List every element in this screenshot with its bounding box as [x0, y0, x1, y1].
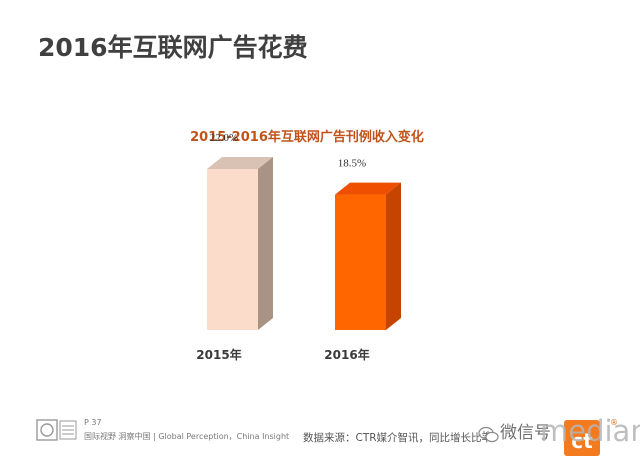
page-title: 2016年互联网广告花费: [38, 33, 308, 62]
chart-title: 2015-2016年互联网广告刊例收入变化: [190, 129, 424, 145]
data-label-2: 18.5%: [338, 158, 366, 170]
category-label-2: 2016年: [324, 347, 369, 362]
footer-tagline: 国际视野 洞察中国 | Global Perception，China Insi…: [84, 432, 290, 441]
category-label-1: 2015年: [196, 347, 241, 362]
bar-top-1: [207, 156, 273, 169]
registered-mark: ®: [610, 418, 618, 427]
bar-2: [335, 182, 401, 330]
wechat-label: 微信号: [500, 423, 551, 443]
wechat-icon: [478, 426, 500, 444]
certification-logos: [36, 418, 80, 444]
bar-side-2: [386, 182, 401, 330]
brand-logo-icon: ct: [560, 418, 604, 462]
data-source: 数据来源：CTR媒介智讯，同比增长比率: [303, 432, 493, 444]
source-overlay: [518, 427, 573, 445]
bar-1: [207, 156, 273, 330]
bar-top-2: [335, 182, 401, 195]
brand-wordmark: mediam: [540, 414, 640, 448]
page-number: P 37: [84, 418, 102, 427]
data-label-1: 22.0%: [210, 132, 238, 144]
svg-text:ct: ct: [571, 429, 593, 453]
bars-group: [207, 156, 401, 330]
labels-group: 22.0% 2015年 18.5% 2016年: [196, 132, 369, 362]
bar-front-2: [335, 194, 386, 330]
bar-side-1: [258, 156, 273, 330]
bar-front-1: [207, 168, 258, 330]
